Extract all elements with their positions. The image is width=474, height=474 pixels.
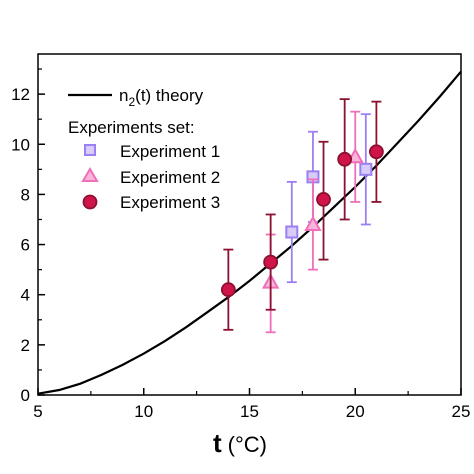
point-circle-2-0 — [220, 248, 236, 331]
y-tick-label: 0 — [21, 386, 30, 405]
point-circle-2-4 — [368, 100, 384, 203]
y-tick-label: 10 — [11, 135, 30, 154]
legend-label-experiment-2: Experiment 2 — [120, 168, 220, 187]
legend-label-experiment-1: Experiment 1 — [120, 142, 220, 161]
point-circle-2-2 — [316, 140, 331, 261]
marker-circle — [368, 144, 384, 160]
marker-circle — [263, 254, 279, 270]
legend: n2(t) theory Experiments set: Experiment… — [68, 86, 220, 212]
y-tick-label: 2 — [21, 336, 30, 355]
point-square-0-0 — [285, 180, 299, 284]
point-square-0-2 — [359, 113, 373, 226]
theory-curve — [37, 70, 462, 395]
marker-triangle — [304, 215, 322, 231]
x-tick-label: 5 — [33, 402, 42, 421]
marker-circle — [337, 151, 353, 167]
legend-theory-label: n2(t) theory — [119, 86, 204, 109]
legend-marker-experiment-3 — [82, 194, 98, 210]
x-tick-label: 15 — [240, 402, 259, 421]
point-circle-2-3 — [337, 98, 353, 221]
legend-experiments-header: Experiments set: — [68, 118, 195, 137]
data-points — [220, 98, 384, 334]
point-triangle-1-1 — [304, 178, 322, 271]
axis-ticks: 5 10 15 20 25 0 2 4 6 8 10 12 — [11, 68, 471, 421]
marker-circle — [316, 192, 331, 207]
y-tick-label: 8 — [21, 185, 30, 204]
x-tick-label: 25 — [452, 402, 471, 421]
y-tick-label: 4 — [21, 286, 30, 305]
y-tick-label: 12 — [11, 85, 30, 104]
legend-marker-experiment-1 — [84, 144, 96, 156]
x-tick-label: 10 — [134, 402, 153, 421]
x-tick-label: 20 — [346, 402, 365, 421]
legend-marker-experiment-2 — [81, 167, 99, 182]
marker-square — [359, 162, 373, 176]
plot-frame — [37, 53, 462, 396]
y-tick-label: 6 — [21, 236, 30, 255]
marker-circle — [220, 282, 236, 298]
point-circle-2-1 — [263, 213, 279, 311]
marker-square — [285, 225, 299, 239]
legend-label-experiment-3: Experiment 3 — [120, 193, 220, 212]
x-axis-label: t (°C) — [213, 428, 267, 458]
